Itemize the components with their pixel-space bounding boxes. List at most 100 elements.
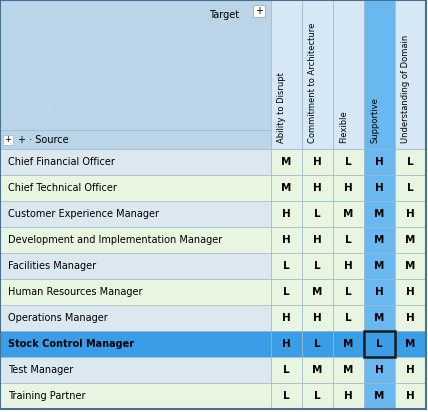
Bar — [395, 0, 426, 149]
Text: H: H — [313, 157, 322, 167]
Bar — [302, 305, 333, 331]
Bar — [0, 0, 271, 130]
Bar — [364, 279, 395, 305]
Text: M: M — [374, 235, 385, 245]
Bar — [271, 357, 302, 383]
Text: L: L — [345, 313, 352, 323]
Bar — [271, 175, 302, 201]
Text: +: + — [255, 6, 263, 16]
Text: H: H — [406, 391, 415, 401]
Text: L: L — [283, 365, 290, 375]
Text: H: H — [344, 261, 353, 271]
Bar — [271, 149, 302, 175]
Text: Facilities Manager: Facilities Manager — [8, 261, 96, 271]
Bar — [271, 253, 302, 279]
Bar — [395, 201, 426, 227]
Text: H: H — [313, 235, 322, 245]
Text: H: H — [313, 183, 322, 193]
Bar — [395, 227, 426, 253]
Bar — [302, 279, 333, 305]
Bar — [364, 0, 395, 149]
Bar — [302, 0, 333, 149]
Text: Commitment to Architecture: Commitment to Architecture — [309, 23, 318, 143]
Text: L: L — [345, 287, 352, 297]
Text: H: H — [344, 183, 353, 193]
Text: M: M — [374, 209, 385, 219]
Bar — [333, 383, 364, 409]
Bar — [0, 175, 271, 201]
Text: Flexible: Flexible — [339, 110, 348, 143]
Text: M: M — [374, 261, 385, 271]
Bar — [333, 253, 364, 279]
Bar — [333, 357, 364, 383]
Bar — [395, 175, 426, 201]
Bar — [0, 383, 271, 409]
Text: H: H — [375, 365, 384, 375]
Text: Ability to Disrupt: Ability to Disrupt — [277, 72, 286, 143]
Bar — [302, 383, 333, 409]
Text: Chief Financial Officer: Chief Financial Officer — [8, 157, 115, 167]
Bar — [271, 227, 302, 253]
Text: + · Source: + · Source — [18, 134, 68, 145]
Bar — [302, 175, 333, 201]
Text: H: H — [282, 339, 291, 349]
Bar — [364, 253, 395, 279]
Bar — [0, 149, 271, 175]
Text: L: L — [283, 287, 290, 297]
Text: L: L — [283, 261, 290, 271]
Text: +: + — [5, 135, 12, 144]
Bar — [395, 383, 426, 409]
Bar — [333, 279, 364, 305]
Text: L: L — [314, 339, 321, 349]
Bar — [302, 253, 333, 279]
Bar — [0, 130, 271, 149]
Bar — [333, 331, 364, 357]
Bar — [0, 227, 271, 253]
Bar — [302, 201, 333, 227]
Bar — [364, 305, 395, 331]
Text: L: L — [345, 235, 352, 245]
Text: H: H — [375, 287, 384, 297]
Text: H: H — [282, 209, 291, 219]
Bar — [333, 149, 364, 175]
Text: H: H — [406, 313, 415, 323]
Text: H: H — [406, 209, 415, 219]
Bar — [395, 149, 426, 175]
Bar — [333, 201, 364, 227]
Bar — [395, 279, 426, 305]
Bar — [333, 175, 364, 201]
Text: L: L — [314, 209, 321, 219]
Bar — [0, 305, 271, 331]
Text: L: L — [345, 157, 352, 167]
Text: Stock Control Manager: Stock Control Manager — [8, 339, 134, 349]
Text: Training Partner: Training Partner — [8, 391, 86, 401]
Text: M: M — [312, 287, 323, 297]
Text: Target: Target — [209, 10, 239, 20]
Text: L: L — [407, 157, 414, 167]
Bar — [395, 305, 426, 331]
Text: L: L — [314, 391, 321, 401]
Text: M: M — [281, 157, 292, 167]
Text: H: H — [313, 313, 322, 323]
Bar — [0, 253, 271, 279]
Text: H: H — [344, 391, 353, 401]
Bar — [333, 227, 364, 253]
Bar — [364, 175, 395, 201]
Text: M: M — [405, 339, 416, 349]
Text: Supportive: Supportive — [371, 97, 380, 143]
Bar — [364, 227, 395, 253]
Text: Human Resources Manager: Human Resources Manager — [8, 287, 143, 297]
Text: L: L — [283, 391, 290, 401]
Bar — [333, 0, 364, 149]
Text: Development and Implementation Manager: Development and Implementation Manager — [8, 235, 222, 245]
Text: M: M — [374, 391, 385, 401]
Text: Test Manager: Test Manager — [8, 365, 73, 375]
Bar — [364, 331, 395, 357]
Text: H: H — [406, 365, 415, 375]
Bar — [271, 201, 302, 227]
Text: M: M — [281, 183, 292, 193]
Text: H: H — [282, 235, 291, 245]
Text: H: H — [282, 313, 291, 323]
Bar — [302, 227, 333, 253]
Bar — [302, 357, 333, 383]
